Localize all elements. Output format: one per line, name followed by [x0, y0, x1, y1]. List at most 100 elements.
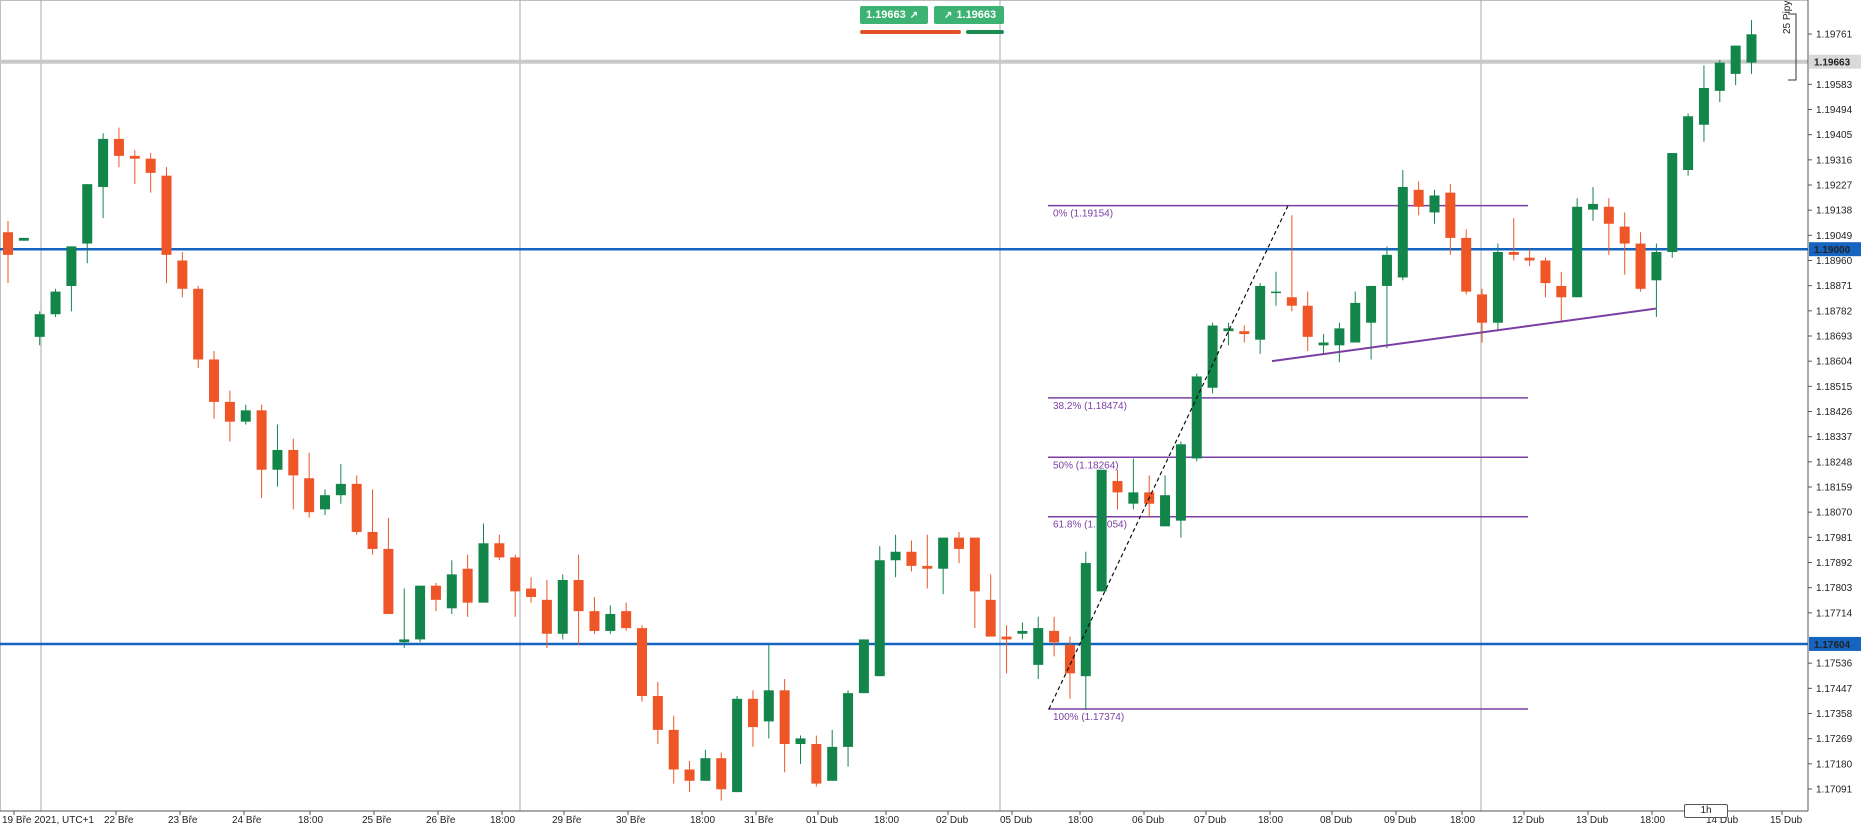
- candle[interactable]: [779, 679, 790, 773]
- candle[interactable]: [161, 167, 172, 284]
- candle[interactable]: [478, 523, 489, 603]
- timeframe-selector[interactable]: 1h: [1684, 804, 1728, 818]
- candle[interactable]: [1683, 113, 1694, 176]
- candle[interactable]: [224, 390, 235, 442]
- candle[interactable]: [763, 645, 774, 739]
- candle[interactable]: [1651, 243, 1662, 318]
- candle[interactable]: [605, 605, 616, 634]
- candle[interactable]: [1271, 271, 1281, 306]
- candle[interactable]: [1413, 181, 1424, 216]
- sell-price-badge[interactable]: 1.19663 ↗: [860, 6, 928, 24]
- candle[interactable]: [462, 554, 473, 617]
- candle[interactable]: [494, 534, 505, 561]
- candle[interactable]: [1698, 65, 1709, 142]
- candle[interactable]: [113, 127, 124, 168]
- candle[interactable]: [1049, 616, 1060, 657]
- candle[interactable]: [954, 531, 964, 564]
- candle[interactable]: [1017, 622, 1028, 640]
- candle[interactable]: [1603, 198, 1614, 255]
- candle[interactable]: [1160, 475, 1171, 527]
- candle[interactable]: [1175, 441, 1186, 538]
- candle[interactable]: [1572, 198, 1583, 298]
- candle[interactable]: [1619, 212, 1630, 275]
- candle[interactable]: [335, 464, 346, 504]
- candle[interactable]: [906, 540, 917, 572]
- candle[interactable]: [288, 438, 299, 510]
- candle[interactable]: [1429, 189, 1440, 224]
- candle[interactable]: [1223, 322, 1234, 346]
- candle[interactable]: [1445, 184, 1456, 255]
- trendline[interactable]: [1271, 307, 1657, 363]
- candle[interactable]: [399, 588, 410, 648]
- candle[interactable]: [1001, 625, 1012, 674]
- candle[interactable]: [811, 735, 822, 787]
- candle[interactable]: [684, 761, 695, 793]
- candle[interactable]: [732, 695, 743, 793]
- candle[interactable]: [541, 580, 552, 648]
- candle[interactable]: [193, 285, 204, 368]
- candle[interactable]: [510, 554, 521, 617]
- candle[interactable]: [1635, 232, 1646, 292]
- candle[interactable]: [1556, 271, 1567, 323]
- candle[interactable]: [430, 582, 441, 612]
- candle[interactable]: [240, 404, 251, 425]
- candle[interactable]: [383, 517, 394, 614]
- candle[interactable]: [938, 537, 949, 595]
- candle[interactable]: [589, 596, 600, 634]
- candle[interactable]: [1286, 215, 1297, 312]
- candle[interactable]: [795, 735, 806, 764]
- candle[interactable]: [304, 452, 315, 518]
- candle[interactable]: [415, 585, 426, 643]
- candle[interactable]: [1397, 170, 1408, 281]
- candle[interactable]: [573, 554, 584, 646]
- candle[interactable]: [637, 625, 647, 702]
- candle[interactable]: [1540, 257, 1551, 298]
- candle[interactable]: [1477, 288, 1488, 343]
- candle[interactable]: [843, 690, 854, 767]
- candle[interactable]: [1318, 334, 1329, 354]
- candle[interactable]: [1207, 322, 1218, 394]
- candle[interactable]: [367, 489, 378, 555]
- candle[interactable]: [1524, 249, 1535, 267]
- candle[interactable]: [922, 534, 933, 589]
- candle[interactable]: [18, 237, 29, 241]
- candle[interactable]: [526, 577, 537, 603]
- candle[interactable]: [1381, 246, 1392, 349]
- candle[interactable]: [66, 246, 77, 312]
- candle[interactable]: [351, 475, 362, 535]
- candle[interactable]: [1033, 616, 1044, 680]
- candle[interactable]: [272, 424, 283, 487]
- candle[interactable]: [1128, 458, 1139, 510]
- candle[interactable]: [621, 602, 632, 631]
- candle[interactable]: [320, 489, 330, 515]
- candle[interactable]: [969, 537, 980, 629]
- candle[interactable]: [129, 150, 140, 185]
- candle[interactable]: [50, 288, 61, 318]
- candle[interactable]: [177, 252, 188, 298]
- candle[interactable]: [557, 574, 568, 640]
- candle[interactable]: [1334, 322, 1345, 363]
- candle[interactable]: [874, 546, 885, 677]
- candle[interactable]: [1508, 218, 1519, 261]
- candle[interactable]: [716, 752, 727, 801]
- candle[interactable]: [1667, 153, 1678, 258]
- candle[interactable]: [34, 311, 45, 346]
- candle[interactable]: [1714, 59, 1725, 103]
- candle[interactable]: [82, 184, 93, 264]
- candle[interactable]: [1746, 20, 1757, 74]
- candle[interactable]: [985, 574, 996, 637]
- candle[interactable]: [446, 560, 457, 614]
- candle[interactable]: [256, 404, 267, 499]
- candle[interactable]: [1588, 186, 1598, 221]
- candle[interactable]: [1730, 45, 1741, 86]
- candle[interactable]: [747, 690, 758, 747]
- candle[interactable]: [668, 715, 679, 784]
- candle[interactable]: [1112, 469, 1123, 510]
- candle[interactable]: [1096, 469, 1107, 592]
- candle[interactable]: [700, 749, 711, 781]
- candle[interactable]: [209, 350, 220, 419]
- candle[interactable]: [1492, 243, 1503, 332]
- candle[interactable]: [3, 220, 13, 284]
- candle[interactable]: [858, 639, 869, 694]
- candle[interactable]: [98, 133, 109, 219]
